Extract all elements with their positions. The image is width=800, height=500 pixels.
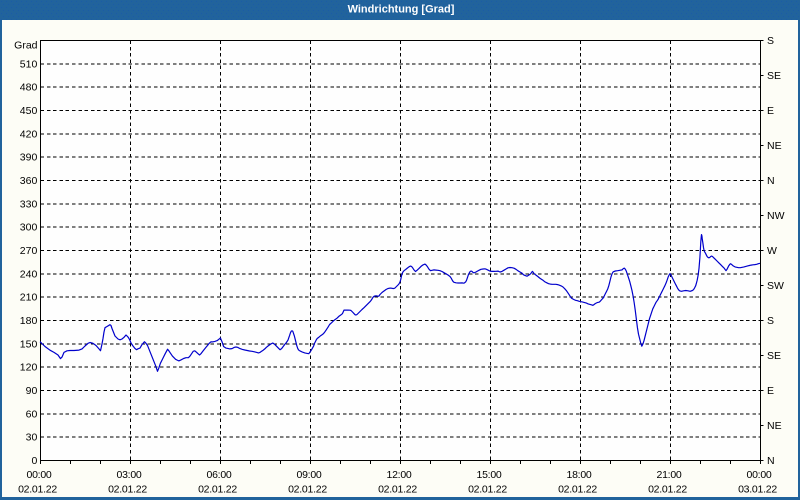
svg-text:02.01.22: 02.01.22 (558, 484, 597, 496)
svg-text:02.01.22: 02.01.22 (108, 484, 147, 496)
svg-text:02.01.22: 02.01.22 (468, 484, 507, 496)
svg-text:Windrichtung [Grad]: Windrichtung [Grad] (348, 4, 455, 16)
svg-text:NE: NE (767, 140, 782, 152)
svg-text:150: 150 (20, 338, 38, 350)
svg-text:240: 240 (20, 268, 38, 280)
svg-text:18:00: 18:00 (566, 469, 591, 481)
svg-text:02.01.22: 02.01.22 (18, 484, 57, 496)
svg-text:N: N (767, 455, 775, 467)
svg-text:03.01.22: 03.01.22 (738, 484, 777, 496)
svg-text:N: N (767, 175, 775, 187)
svg-text:00:00: 00:00 (746, 469, 771, 481)
svg-text:E: E (767, 105, 774, 117)
svg-text:03:00: 03:00 (116, 469, 141, 481)
svg-text:09:00: 09:00 (296, 469, 321, 481)
svg-text:510: 510 (20, 58, 38, 70)
svg-text:S: S (767, 35, 774, 47)
svg-text:390: 390 (20, 152, 38, 164)
svg-text:15:00: 15:00 (476, 469, 501, 481)
svg-text:90: 90 (26, 385, 38, 397)
svg-text:NE: NE (767, 420, 782, 432)
svg-text:420: 420 (20, 128, 38, 140)
svg-text:60: 60 (26, 408, 38, 420)
svg-text:02.01.22: 02.01.22 (378, 484, 417, 496)
svg-text:SW: SW (767, 280, 784, 292)
svg-text:02.01.22: 02.01.22 (288, 484, 327, 496)
svg-text:120: 120 (20, 362, 38, 374)
svg-text:180: 180 (20, 315, 38, 327)
svg-text:270: 270 (20, 245, 38, 257)
svg-text:0: 0 (31, 455, 37, 467)
svg-text:300: 300 (20, 222, 38, 234)
svg-text:02.01.22: 02.01.22 (198, 484, 237, 496)
svg-text:SE: SE (767, 70, 781, 82)
svg-text:00:00: 00:00 (26, 469, 51, 481)
svg-text:NW: NW (767, 210, 785, 222)
svg-text:S: S (767, 315, 774, 327)
svg-text:30: 30 (26, 432, 38, 444)
svg-text:210: 210 (20, 292, 38, 304)
svg-text:360: 360 (20, 175, 38, 187)
svg-text:450: 450 (20, 105, 38, 117)
svg-text:02.01.22: 02.01.22 (648, 484, 687, 496)
svg-text:SE: SE (767, 350, 781, 362)
svg-text:Grad: Grad (14, 40, 38, 52)
svg-text:330: 330 (20, 198, 38, 210)
svg-text:21:00: 21:00 (656, 469, 681, 481)
svg-text:E: E (767, 385, 774, 397)
svg-text:12:00: 12:00 (386, 469, 411, 481)
svg-text:W: W (767, 245, 777, 257)
svg-text:06:00: 06:00 (206, 469, 231, 481)
svg-text:480: 480 (20, 82, 38, 94)
